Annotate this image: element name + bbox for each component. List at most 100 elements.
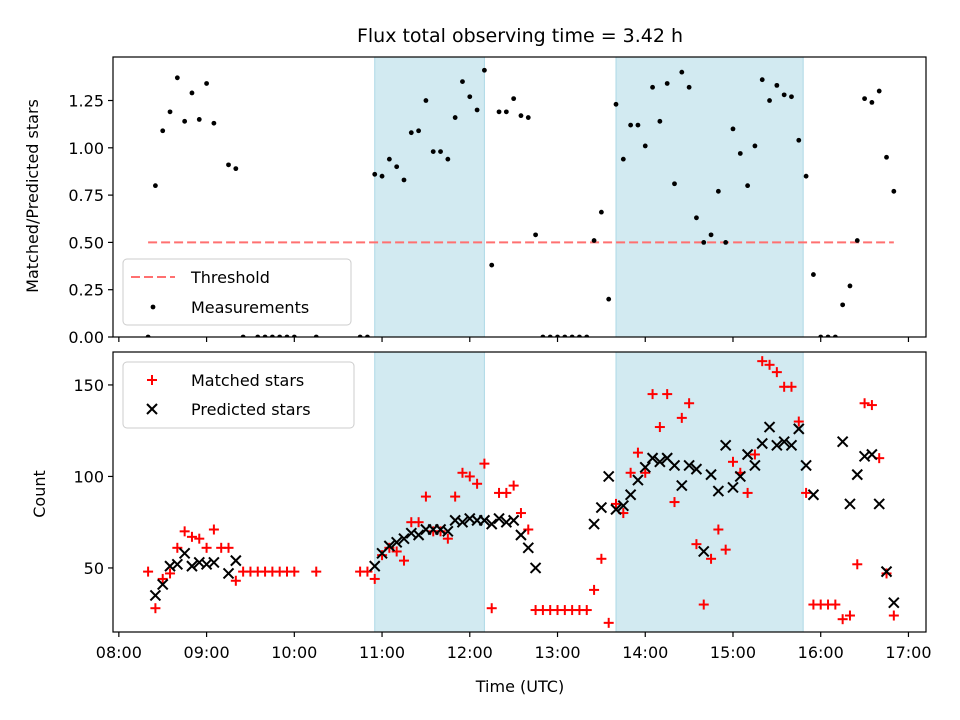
predicted-star-point — [610, 503, 622, 516]
predicted-star-point — [369, 560, 381, 572]
measurement-point — [401, 177, 407, 183]
measurement-point — [723, 240, 729, 245]
measurement-point — [196, 117, 202, 122]
measurement-point — [379, 173, 385, 179]
matched-star-point — [596, 553, 607, 564]
measurement-point — [533, 232, 538, 238]
predicted-star-point — [171, 558, 184, 570]
predicted-star-point — [800, 459, 812, 472]
measurement-point — [847, 283, 853, 289]
matched-star-point — [157, 573, 168, 584]
matched-star-point — [479, 458, 490, 469]
measurement-point — [628, 122, 634, 128]
measurement-point — [174, 75, 180, 81]
top-ylabel: Matched/Predicted stars — [23, 99, 42, 293]
predicted-star-point — [493, 512, 505, 525]
predicted-star-point — [602, 470, 615, 483]
measurement-point — [511, 96, 517, 102]
measurement-point — [811, 272, 816, 277]
predicted-star-point — [749, 459, 761, 472]
predicted-star-point — [668, 459, 681, 472]
matched-star-point — [311, 566, 322, 577]
matched-star-point — [837, 614, 848, 625]
bottom-xlabel: Time (UTC) — [475, 677, 564, 696]
y-tick-label: 100 — [73, 467, 104, 486]
matched-star-point — [786, 381, 797, 392]
measurement-point — [657, 118, 663, 124]
matched-star-point — [230, 575, 241, 586]
measurement-point — [386, 156, 392, 162]
measurement-point — [854, 238, 860, 243]
predicted-star-point — [873, 498, 885, 510]
legend-predicted-label: Predicted stars — [191, 400, 311, 419]
legend-matched-swatch — [147, 375, 157, 385]
bottom-legend: Matched stars Predicted stars — [122, 361, 355, 429]
y-tick-label: 1.25 — [68, 92, 104, 111]
bottom-panel: 08:00 09:00 10:00 11:00 12:00 13:00 14:00 15:00… — [73, 351, 932, 662]
measurement-point — [708, 232, 714, 238]
x-tick-label: 12:00 — [447, 643, 493, 662]
matched-star-point — [866, 400, 877, 411]
matched-star-point — [472, 478, 483, 489]
predicted-star-point — [676, 479, 688, 492]
measurement-point — [642, 143, 648, 149]
predicted-star-point — [486, 518, 498, 530]
matched-star-point — [684, 398, 695, 409]
measurement-point — [518, 113, 524, 119]
y-tick-label: 0.00 — [68, 328, 104, 347]
measurement-point — [591, 238, 597, 243]
axes-frame — [112, 56, 927, 338]
matched-star-point — [223, 542, 234, 553]
measurement-point — [781, 92, 787, 98]
predicted-star-point — [858, 450, 871, 463]
measurement-point — [467, 94, 473, 100]
x-tick-label: 16:00 — [798, 643, 844, 662]
predicted-star-point — [186, 560, 198, 572]
plot-area — [145, 67, 897, 337]
matched-star-point — [450, 491, 461, 502]
measurement-point — [620, 156, 626, 162]
predicted-star-point — [690, 463, 703, 475]
measurement-point — [372, 171, 378, 177]
measurement-point — [460, 79, 465, 84]
predicted-star-point — [515, 529, 527, 541]
matched-star-point — [801, 487, 812, 498]
predicted-star-point — [793, 423, 805, 435]
predicted-star-point — [529, 562, 542, 574]
predicted-star-point — [507, 514, 520, 527]
matched-star-point — [713, 524, 724, 535]
y-tick-label: 150 — [73, 376, 104, 395]
measurement-point — [686, 84, 692, 90]
predicted-star-point — [844, 498, 856, 510]
y-tick-label: 0.25 — [68, 281, 104, 300]
predicted-star-point — [390, 536, 403, 549]
predicted-star-point — [617, 500, 630, 512]
predicted-star-point — [588, 518, 600, 530]
measurement-point — [160, 128, 166, 134]
matched-star-point — [369, 573, 380, 584]
measurement-point — [672, 181, 677, 187]
measurement-point — [226, 162, 231, 168]
x-tick-label: 14:00 — [622, 643, 668, 662]
matched-star-point — [442, 533, 453, 544]
predicted-star-point — [624, 489, 637, 501]
predicted-star-point — [456, 516, 469, 528]
predicted-star-point — [741, 448, 754, 461]
matched-star-point — [669, 497, 680, 508]
predicted-star-point — [595, 501, 608, 514]
predicted-star-point — [412, 529, 425, 541]
matched-star-point — [611, 498, 622, 509]
measurement-point — [598, 209, 604, 215]
y-tick-label: 0.75 — [68, 186, 104, 205]
predicted-star-point — [771, 439, 783, 452]
matched-star-point — [186, 531, 197, 542]
matched-star-point — [698, 599, 709, 610]
predicted-star-point — [785, 439, 798, 452]
matched-star-point — [706, 553, 717, 564]
matched-star-point — [413, 517, 424, 528]
measurement-point — [679, 69, 685, 75]
predicted-star-point — [866, 448, 878, 461]
measurement-point — [701, 240, 707, 245]
matched-star-point — [179, 526, 190, 537]
matched-star-point — [749, 449, 760, 460]
